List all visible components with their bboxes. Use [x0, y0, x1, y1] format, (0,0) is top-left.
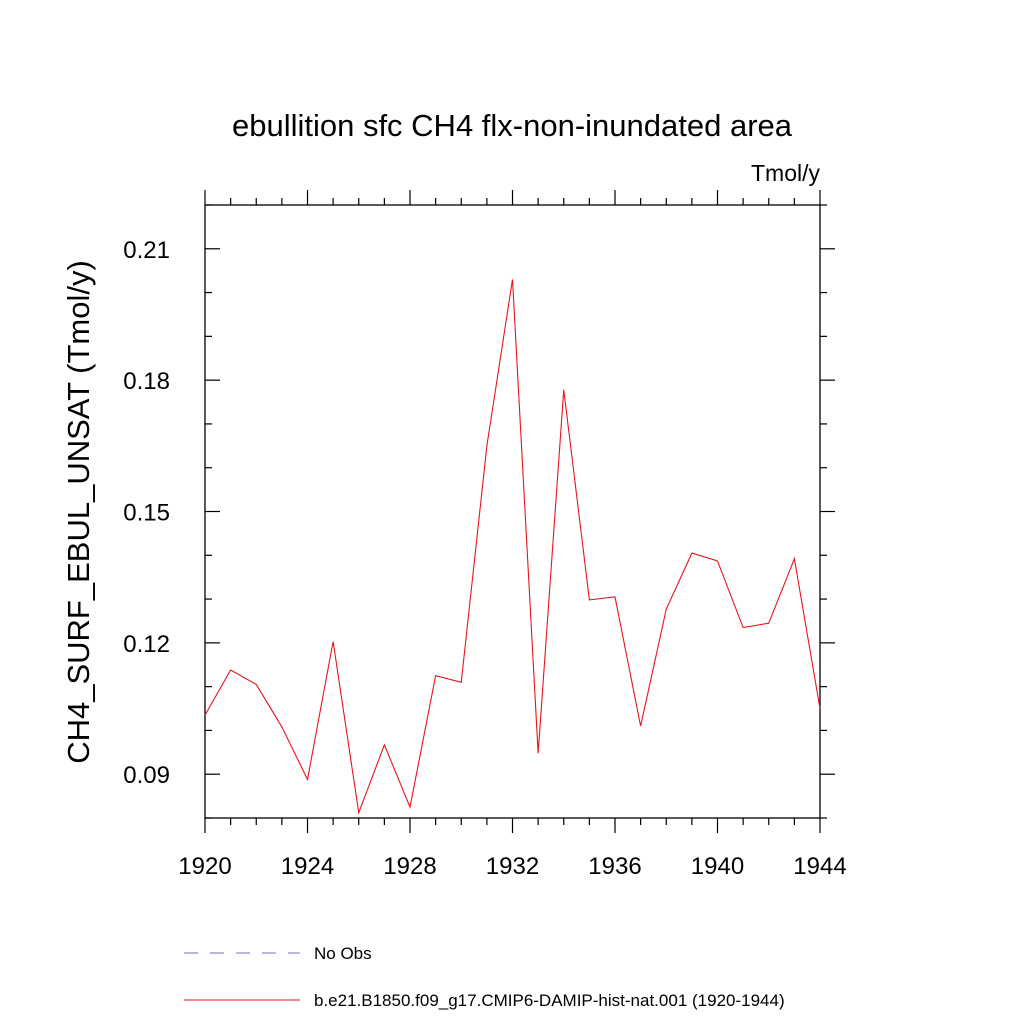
x-tick-label: 1940	[691, 853, 744, 880]
axis-ticks	[204, 190, 835, 833]
y-tick-label: 0.21	[123, 237, 170, 264]
x-tick-label: 1928	[383, 853, 436, 880]
y-tick-label: 0.09	[123, 762, 170, 789]
x-tick-label: 1932	[486, 853, 539, 880]
x-tick-label: 1920	[178, 853, 231, 880]
y-tick-label: 0.18	[123, 368, 170, 395]
x-tick-label: 1924	[281, 853, 334, 880]
plot-frame	[204, 204, 821, 819]
legend-label-model: b.e21.B1850.f09_g17.CMIP6-DAMIP-hist-nat…	[314, 991, 785, 1010]
x-tick-label: 1936	[588, 853, 641, 880]
legend-label-no-obs: No Obs	[314, 944, 372, 963]
units-label: Tmol/y	[751, 160, 821, 186]
tick-labels: 1920 1924 1928 1932 1936 1940 1944 0.09 0.12 0.15…	[123, 237, 846, 880]
y-axis-label: CH4_SURF_EBUL_UNSAT (Tmol/y)	[61, 260, 96, 764]
y-tick-label: 0.15	[123, 500, 170, 527]
series-line-0	[204, 279, 821, 815]
series-layer	[204, 279, 821, 815]
chart-title: ebullition sfc CH4 flx-non-inundated are…	[232, 108, 793, 143]
y-tick-label: 0.12	[123, 631, 170, 658]
legend: No Obs b.e21.B1850.f09_g17.CMIP6-DAMIP-h…	[184, 944, 785, 1010]
x-tick-label: 1944	[793, 853, 846, 880]
